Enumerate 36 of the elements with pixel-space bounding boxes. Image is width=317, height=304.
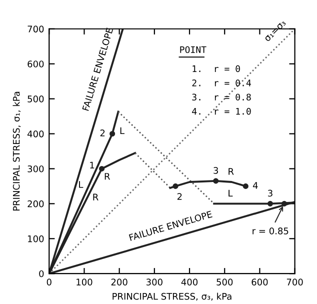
annotation: 3. r = 0.8 [192, 94, 251, 101]
text: L [120, 127, 124, 134]
annotation: POINT [180, 46, 206, 54]
annotation: 4 [252, 182, 258, 189]
series-label: R [93, 194, 98, 200]
annotation: 3 [214, 167, 218, 174]
y-tick-label: 100 [28, 235, 44, 242]
x-axis-title: PRINCIPAL STRESS, σ₃, kPa [112, 292, 232, 301]
y-tick-label: 400 [27, 130, 44, 138]
x-tick-label: 700 [286, 278, 303, 286]
annotation: 1. r = 0 [192, 65, 240, 72]
y-tick-label: 600 [28, 60, 44, 68]
y-tick-label: 200 [28, 200, 44, 208]
series-label: R [228, 168, 234, 175]
x-tick-label: 600 [252, 278, 268, 286]
x-tick-label: 200 [111, 278, 128, 286]
x-tick-label: 400 [181, 278, 198, 286]
y-axis-title: PRINCIPAL STRESS, σ₁, kPa [12, 92, 21, 211]
y-tick-label: 300 [28, 165, 44, 172]
x-tick-label: 100 [76, 278, 92, 286]
annotation: 2. r = 0.4 [192, 80, 251, 86]
annotation: 2 [100, 130, 105, 136]
y-tick-label: 700 [28, 26, 44, 32]
annotation: 4. r = 1.0 [192, 108, 251, 115]
y-tick-label: 500 [28, 96, 44, 102]
annotation: 2 [177, 193, 182, 200]
annotation: 1 [90, 162, 94, 168]
x-tick-label: 500 [216, 278, 233, 286]
y-tick-label: 0 [39, 270, 44, 278]
annotation: 3 [268, 190, 272, 197]
annotation: r = 0.85 [252, 228, 288, 234]
x-tick-label: 0 [46, 278, 52, 286]
series-label: L [79, 181, 84, 188]
text: R [104, 173, 110, 180]
series-label: L [228, 190, 233, 196]
x-tick-label: 300 [146, 278, 162, 286]
